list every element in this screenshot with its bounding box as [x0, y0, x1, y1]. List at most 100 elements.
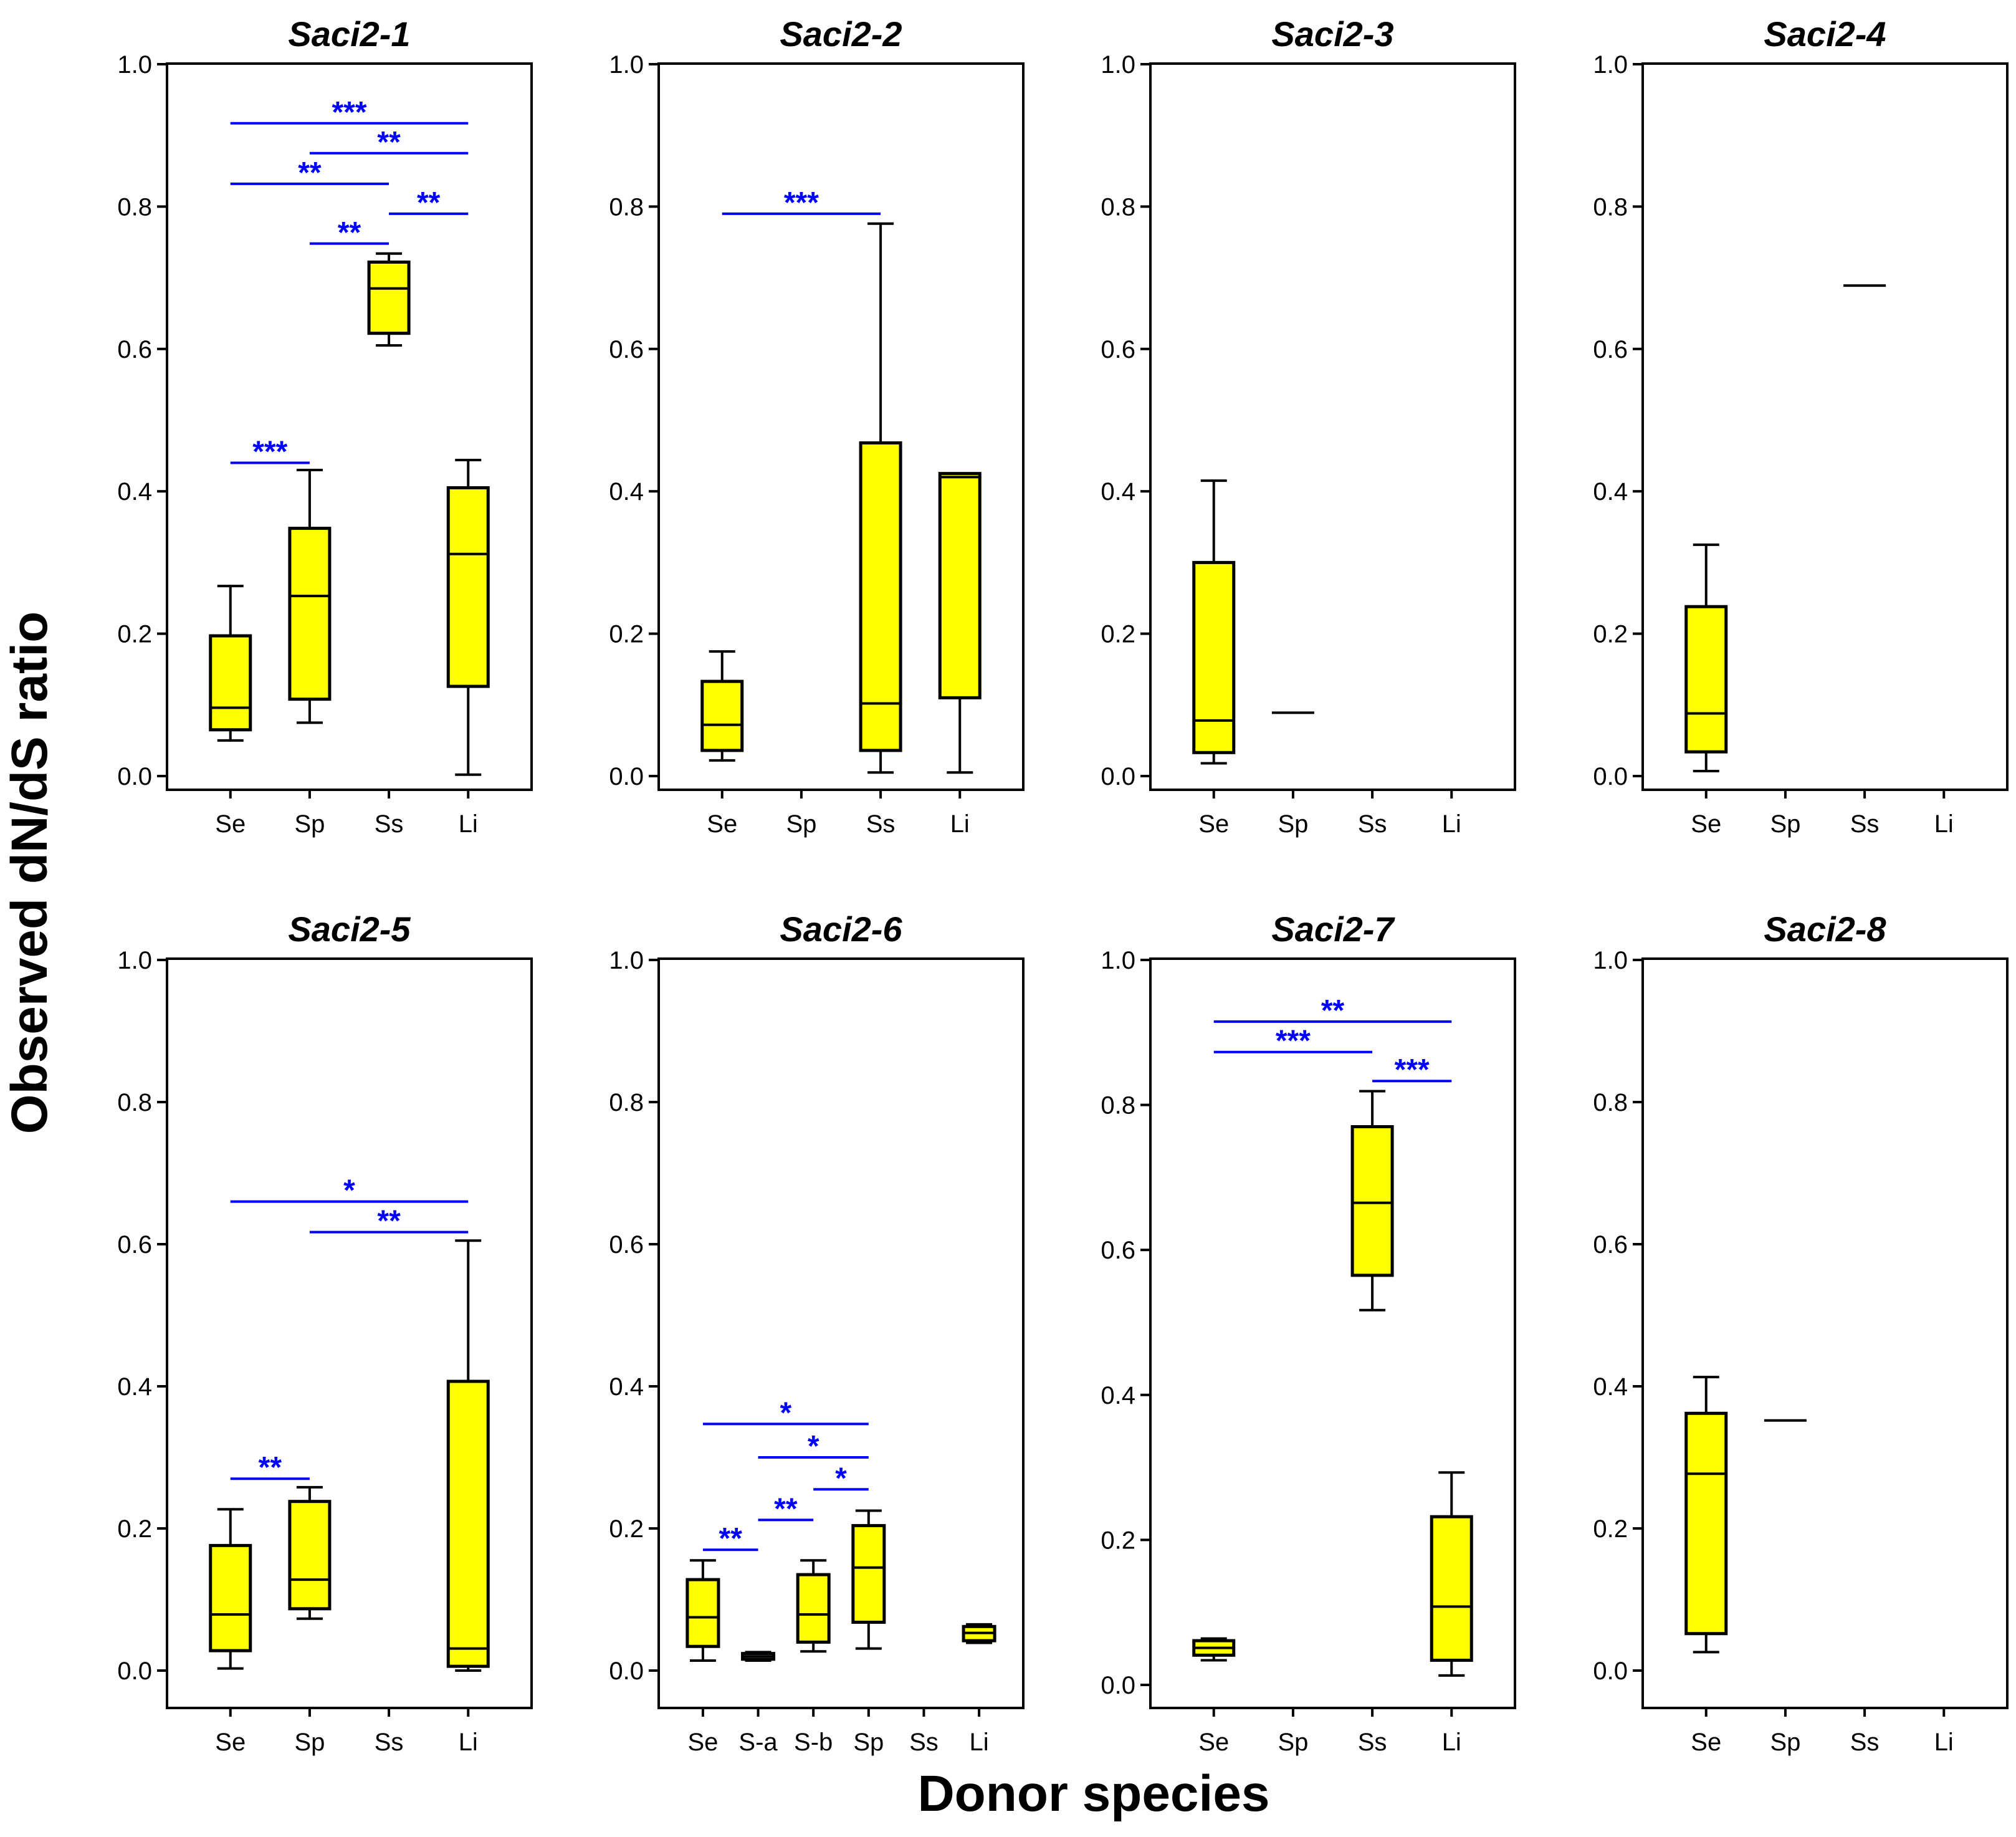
significance-bracket: **: [702, 1522, 758, 1555]
significance-bracket: **: [1213, 994, 1452, 1027]
x-tick-label: Se: [1198, 1729, 1229, 1756]
box-Se: [209, 1508, 252, 1670]
significance-bracket: ***: [1372, 1053, 1452, 1086]
significance-bracket: ***: [1213, 1025, 1373, 1058]
significance-bracket: **: [309, 126, 469, 159]
x-tick-label: Se: [687, 1729, 718, 1756]
y-tick-label: 0.6: [1101, 1237, 1135, 1264]
y-tick-label: 0.0: [609, 763, 644, 790]
y-tick-label: 0.0: [1101, 1672, 1135, 1699]
y-tick-label: 0.4: [1101, 478, 1135, 506]
significance-bracket: **: [309, 1205, 469, 1238]
y-tick-label: 0.4: [609, 478, 644, 506]
significance-label: ***: [332, 96, 366, 129]
x-tick-label: Li: [459, 810, 478, 838]
plot-frame: [657, 62, 1025, 791]
y-tick-label: 0.4: [117, 478, 152, 506]
box-body: [1684, 605, 1728, 754]
y-axis-label: Observed dN/dS ratio: [1, 612, 58, 1134]
panel-title: Saci2-6: [780, 909, 902, 949]
x-tick-label: S-b: [794, 1729, 833, 1756]
x-tick-label: Li: [1934, 1729, 1954, 1756]
y-tick-label: 0.0: [1101, 763, 1135, 790]
significance-bracket: **: [309, 216, 389, 249]
plot-frame: [1641, 62, 2009, 791]
x-tick-label: Li: [1442, 1729, 1461, 1756]
box-S-a: [741, 1651, 776, 1662]
x-tick-label: Ss: [375, 1729, 404, 1756]
box-body: [700, 679, 744, 752]
plot-frame: [166, 62, 533, 791]
y-tick-label: 0.6: [117, 1231, 152, 1259]
y-tick-label: 0.6: [609, 336, 644, 363]
panel-Saci2-6: Saci2-6 0.0 0.2 0.4 0.6 0.8 1.0 Se S-a S-b Sp Ss Li *…: [609, 909, 1025, 1756]
significance-bracket: *: [230, 1174, 469, 1207]
significance-label: *: [835, 1462, 847, 1495]
x-tick-label: Sp: [294, 810, 325, 838]
box-Li: [446, 458, 490, 776]
box-Se: [1192, 479, 1236, 765]
significance-bracket: ***: [722, 186, 881, 219]
x-tick-label: Se: [215, 1729, 246, 1756]
box-body: [851, 1523, 886, 1624]
x-tick-label: Ss: [375, 810, 404, 838]
y-tick-label: 0.0: [609, 1657, 644, 1685]
y-tick-label: 0.2: [1101, 1527, 1135, 1554]
y-tick-label: 0.8: [609, 1089, 644, 1116]
y-tick-label: 0.8: [117, 193, 152, 221]
x-tick-label: Se: [215, 810, 246, 838]
y-tick-label: 0.8: [1593, 1089, 1628, 1116]
box-Li: [938, 472, 982, 774]
box-body: [209, 1543, 252, 1652]
y-tick-label: 0.8: [1101, 193, 1135, 221]
y-tick-label: 0.6: [1593, 1231, 1628, 1259]
x-tick-label: Ss: [1358, 1729, 1387, 1756]
panel-Saci2-8: Saci2-8 0.0 0.2 0.4 0.6 0.8 1.0 Se Sp Ss Li: [1593, 909, 2009, 1756]
x-tick-label: Ss: [1850, 1729, 1880, 1756]
x-tick-label: Se: [1691, 1729, 1721, 1756]
box-Se: [1684, 543, 1728, 773]
y-tick-label: 0.6: [1101, 336, 1135, 363]
y-tick-label: 0.0: [1593, 1657, 1628, 1685]
y-tick-label: 0.2: [117, 621, 152, 648]
box-Li: [1430, 1471, 1473, 1677]
box-Se: [1192, 1637, 1236, 1662]
y-tick-label: 1.0: [117, 947, 152, 974]
significance-label: ***: [1276, 1025, 1311, 1058]
y-tick-label: 0.4: [1593, 1373, 1628, 1401]
panel-Saci2-1: Saci2-10.00.20.40.60.81.0Se Sp Ss Li*******…: [117, 14, 533, 838]
x-tick-label: Sp: [294, 1729, 325, 1756]
y-tick-label: 1.0: [1593, 947, 1628, 974]
plot-frame: [657, 957, 1025, 1709]
panel-Saci2-7: Saci2-70.00.20.40.60.81.0Se Sp Ss Li*******…: [1101, 909, 1516, 1756]
box-body: [859, 441, 902, 752]
box-body: [446, 486, 490, 688]
significance-bracket: ***: [230, 96, 469, 129]
x-tick-label: Sp: [853, 1729, 884, 1756]
y-tick-label: 0.0: [117, 763, 152, 790]
plot-frame: [1149, 62, 1516, 791]
x-tick-label: Sp: [786, 810, 816, 838]
y-tick-label: 1.0: [609, 947, 644, 974]
y-tick-label: 0.4: [1101, 1382, 1135, 1409]
x-tick-label: Li: [459, 1729, 478, 1756]
box-S-b: [796, 1559, 831, 1653]
panel-title: Saci2-5: [288, 909, 411, 949]
y-tick-label: 0.6: [117, 336, 152, 363]
box-Se: [209, 585, 252, 742]
panel-Saci2-2: Saci2-2 0.0 0.2 0.4 0.6 0.8 1.0 Se Sp Ss Li ***: [609, 14, 1025, 838]
x-tick-label: Ss: [866, 810, 896, 838]
x-tick-label: S-a: [738, 1729, 778, 1756]
panel-title: Saci2-4: [1764, 14, 1886, 54]
box-body: [367, 260, 411, 335]
x-tick-label: Se: [707, 810, 737, 838]
x-tick-label: Se: [1691, 810, 1721, 838]
significance-label: *: [343, 1174, 355, 1207]
panel-title: Saci2-1: [288, 14, 410, 54]
significance-bracket: *: [702, 1396, 869, 1429]
y-tick-label: 1.0: [1101, 51, 1135, 79]
box-Li: [446, 1239, 490, 1672]
plot-frame: [166, 957, 533, 1709]
box-body: [938, 472, 982, 699]
significance-label: ***: [252, 436, 287, 469]
